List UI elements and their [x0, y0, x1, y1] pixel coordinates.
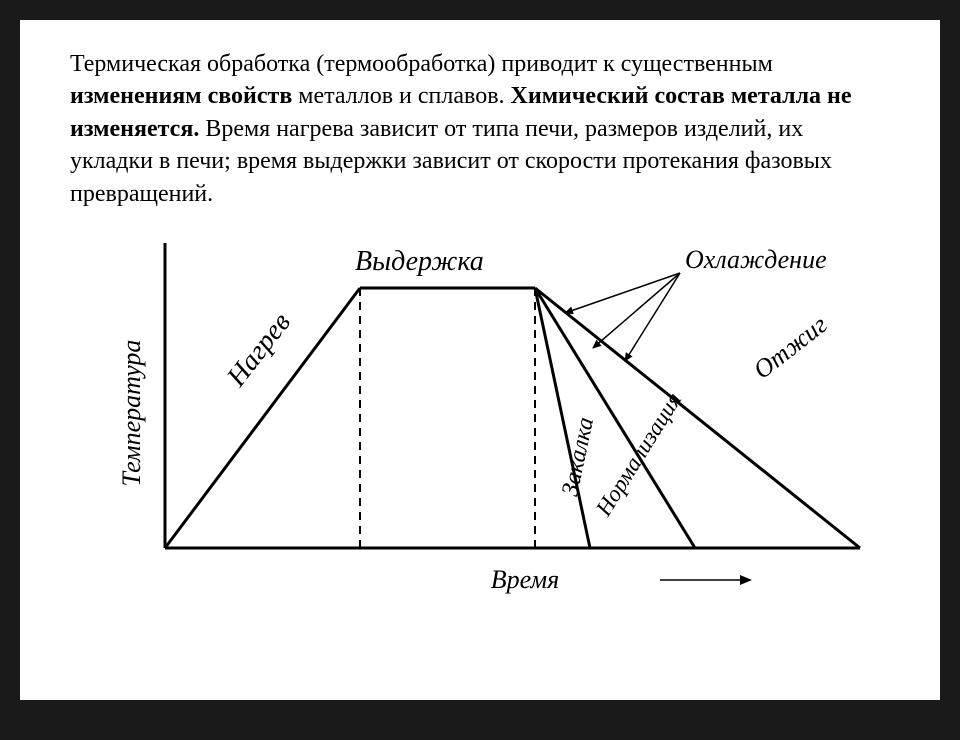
svg-text:Отжиг: Отжиг	[748, 310, 833, 385]
chart-svg: Температура Время Нагрев Выдержка Охлаждение…	[70, 228, 890, 608]
svg-text:Время: Время	[491, 565, 559, 594]
text-seg-1: Термическая обработка (термообработка) п…	[70, 51, 773, 77]
svg-text:Охлаждение: Охлаждение	[685, 245, 827, 274]
svg-text:Выдержка: Выдержка	[355, 246, 484, 277]
description-paragraph: Термическая обработка (термообработка) п…	[70, 48, 890, 210]
svg-text:Нагрев: Нагрев	[220, 307, 297, 393]
slide: Термическая обработка (термообработка) п…	[20, 20, 940, 700]
text-seg-2: металлов и сплавов.	[292, 83, 510, 109]
svg-text:Нормализация: Нормализация	[590, 388, 686, 521]
text-bold-1: изменениям свойств	[70, 83, 292, 109]
svg-text:Температура: Температура	[117, 340, 146, 487]
heat-treatment-chart: Температура Время Нагрев Выдержка Охлаждение…	[70, 228, 890, 608]
